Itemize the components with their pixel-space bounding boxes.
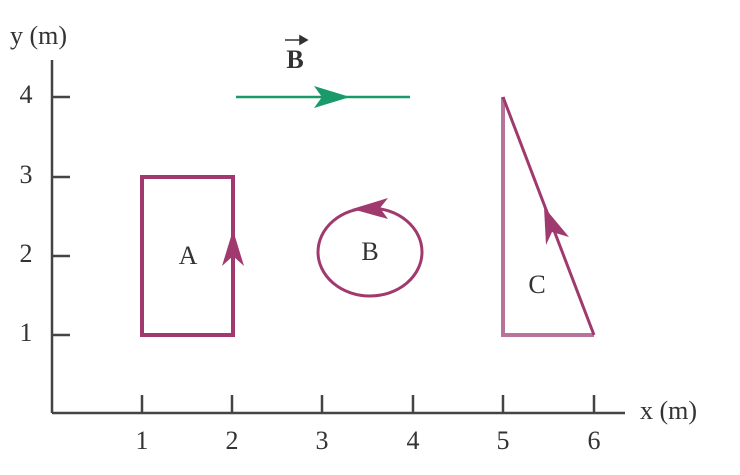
y-tick-label: 2 (20, 239, 33, 268)
x-tick-label: 3 (316, 426, 329, 455)
loop-label: A (179, 241, 198, 270)
loop-c-legs (501, 97, 594, 337)
field-label: B (286, 45, 303, 74)
y-axis-label: y (m) (10, 21, 67, 50)
x-tick-label: 2 (226, 426, 239, 455)
loop-label: B (361, 237, 378, 266)
x-tick-label: 5 (497, 426, 510, 455)
x-tick-label: 6 (588, 426, 601, 455)
y-tick-label: 4 (20, 80, 33, 109)
x-axis-label: x (m) (640, 396, 697, 425)
loop-c-arrow (544, 207, 569, 245)
loop-b-arrow (352, 198, 388, 219)
tick-marks (52, 95, 596, 413)
y-tick-label: 1 (20, 318, 33, 347)
field-arrow (314, 86, 350, 108)
loop-label: C (528, 270, 545, 299)
x-tick-label: 1 (136, 426, 149, 455)
loop-a-arrow (222, 230, 244, 266)
y-tick-label: 3 (20, 160, 33, 189)
vector-accent (285, 34, 309, 46)
x-tick-label: 4 (407, 426, 420, 455)
